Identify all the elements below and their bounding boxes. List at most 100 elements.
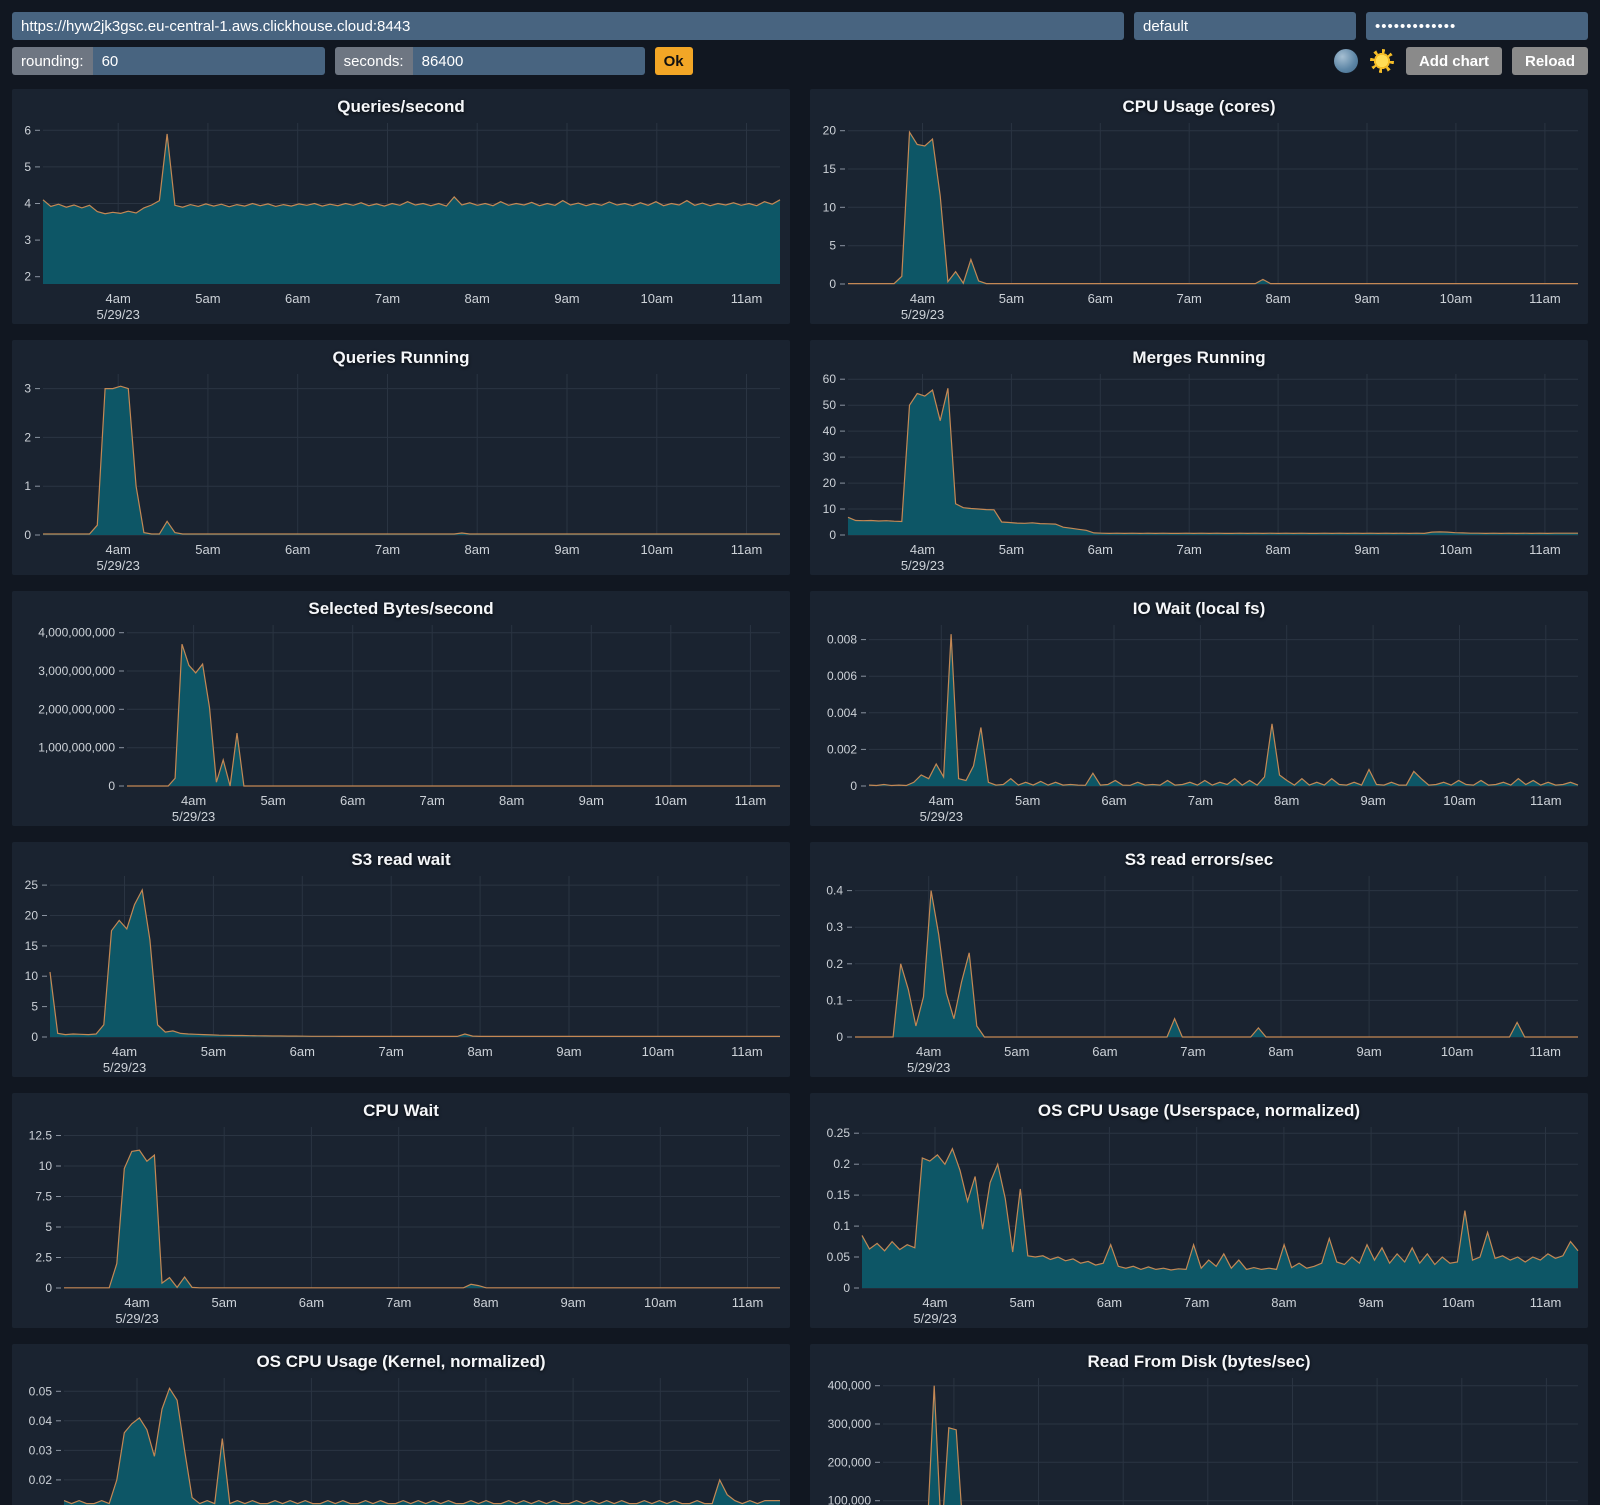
svg-text:0: 0 xyxy=(850,779,857,793)
svg-text:11am: 11am xyxy=(731,291,763,306)
svg-text:6am: 6am xyxy=(1092,1044,1117,1059)
svg-text:4am: 4am xyxy=(916,1044,941,1059)
svg-text:3,000,000,000: 3,000,000,000 xyxy=(38,664,115,678)
svg-text:5am: 5am xyxy=(260,793,285,808)
svg-text:0.1: 0.1 xyxy=(833,1219,850,1233)
topbar: rounding: seconds: Ok Add chart Reload xyxy=(0,0,1600,75)
svg-text:0.4: 0.4 xyxy=(826,884,843,898)
svg-text:10am: 10am xyxy=(641,542,674,557)
svg-text:10am: 10am xyxy=(642,1044,675,1059)
svg-text:20: 20 xyxy=(25,909,39,923)
svg-text:10: 10 xyxy=(39,1159,53,1173)
svg-text:11am: 11am xyxy=(1529,1044,1561,1059)
svg-text:8am: 8am xyxy=(1274,793,1299,808)
svg-text:25: 25 xyxy=(25,878,39,892)
svg-text:100,000: 100,000 xyxy=(828,1494,872,1505)
light-theme-button[interactable] xyxy=(1369,48,1396,74)
svg-text:5am: 5am xyxy=(999,291,1024,306)
svg-text:9am: 9am xyxy=(1360,793,1385,808)
svg-text:11am: 11am xyxy=(731,1044,763,1059)
svg-text:0: 0 xyxy=(829,528,836,542)
svg-text:15: 15 xyxy=(823,162,837,176)
url-input[interactable] xyxy=(12,12,1124,40)
svg-text:5/29/23: 5/29/23 xyxy=(115,1311,158,1326)
svg-text:4am: 4am xyxy=(106,542,131,557)
chart-panel: 0 1 2 3 4am 5/29/23 5am 6am 7am 8am 9am 10am 11am Que… xyxy=(12,340,790,575)
seconds-field: seconds: xyxy=(334,47,645,75)
connection-row xyxy=(12,12,1588,40)
svg-text:4am: 4am xyxy=(181,793,206,808)
svg-text:5/29/23: 5/29/23 xyxy=(172,809,215,824)
svg-text:0.2: 0.2 xyxy=(833,1157,850,1171)
svg-text:9am: 9am xyxy=(1358,1295,1383,1310)
svg-text:4am: 4am xyxy=(124,1295,149,1310)
svg-text:10: 10 xyxy=(823,502,837,516)
svg-text:7am: 7am xyxy=(386,1295,411,1310)
svg-text:5am: 5am xyxy=(999,542,1024,557)
svg-text:5am: 5am xyxy=(195,542,220,557)
chart-panel: 0 10 20 30 40 50 60 4am 5/29/23 5am 6am 7am 8am 9am 10… xyxy=(810,340,1588,575)
svg-text:7am: 7am xyxy=(375,542,400,557)
svg-text:6am: 6am xyxy=(299,1295,324,1310)
svg-text:3: 3 xyxy=(24,233,31,247)
svg-text:11am: 11am xyxy=(1530,793,1562,808)
svg-text:9am: 9am xyxy=(554,291,579,306)
svg-text:200,000: 200,000 xyxy=(828,1455,872,1469)
svg-text:6am: 6am xyxy=(1088,542,1113,557)
user-input[interactable] xyxy=(1134,12,1356,40)
svg-text:9am: 9am xyxy=(1356,1044,1381,1059)
seconds-input[interactable] xyxy=(412,47,645,75)
svg-text:2,000,000,000: 2,000,000,000 xyxy=(38,702,115,716)
svg-text:0: 0 xyxy=(843,1281,850,1295)
rounding-field: rounding: xyxy=(12,47,325,75)
svg-text:0.004: 0.004 xyxy=(827,706,857,720)
svg-text:7.5: 7.5 xyxy=(35,1190,52,1204)
svg-text:0.04: 0.04 xyxy=(29,1414,53,1428)
svg-text:8am: 8am xyxy=(467,1044,492,1059)
svg-text:7am: 7am xyxy=(375,291,400,306)
svg-text:7am: 7am xyxy=(1177,542,1202,557)
svg-text:4am: 4am xyxy=(910,291,935,306)
rounding-input[interactable] xyxy=(92,47,325,75)
svg-text:10am: 10am xyxy=(1440,291,1473,306)
svg-text:0.002: 0.002 xyxy=(827,742,857,756)
svg-text:10am: 10am xyxy=(655,793,688,808)
svg-text:4am: 4am xyxy=(910,542,935,557)
controls-row: rounding: seconds: Ok Add chart Reload xyxy=(12,47,1588,75)
svg-text:6am: 6am xyxy=(1097,1295,1122,1310)
svg-text:5: 5 xyxy=(24,160,31,174)
add-chart-button[interactable]: Add chart xyxy=(1405,47,1502,75)
password-input[interactable] xyxy=(1366,12,1588,40)
svg-text:0: 0 xyxy=(836,1030,843,1044)
dark-theme-button[interactable] xyxy=(1333,48,1360,74)
svg-text:40: 40 xyxy=(823,424,837,438)
svg-text:5am: 5am xyxy=(1004,1044,1029,1059)
charts-grid: 2 3 4 5 6 4am 5/29/23 5am 6am 7am 8am 9am 10am 11am Qu… xyxy=(0,75,1600,1505)
svg-text:10am: 10am xyxy=(641,291,674,306)
svg-text:8am: 8am xyxy=(1265,291,1290,306)
svg-text:5am: 5am xyxy=(1015,793,1040,808)
svg-text:15: 15 xyxy=(25,939,39,953)
svg-text:0.03: 0.03 xyxy=(29,1443,53,1457)
svg-text:0.02: 0.02 xyxy=(29,1473,53,1487)
svg-text:9am: 9am xyxy=(556,1044,581,1059)
svg-text:8am: 8am xyxy=(465,542,490,557)
chart-panel: 2 3 4 5 6 4am 5/29/23 5am 6am 7am 8am 9am 10am 11am Qu… xyxy=(12,89,790,324)
reload-button[interactable]: Reload xyxy=(1511,47,1588,75)
rounding-label: rounding: xyxy=(12,47,93,75)
svg-text:0.006: 0.006 xyxy=(827,669,857,683)
chart-panel: 00.010.020.030.040.054am5/29/235am6am7am… xyxy=(12,1344,790,1505)
svg-text:11am: 11am xyxy=(735,793,767,808)
svg-text:9am: 9am xyxy=(1354,542,1379,557)
svg-text:5/29/23: 5/29/23 xyxy=(913,1311,956,1326)
svg-text:11am: 11am xyxy=(1530,1295,1562,1310)
ok-button[interactable]: Ok xyxy=(654,47,693,75)
svg-text:9am: 9am xyxy=(579,793,604,808)
svg-text:0: 0 xyxy=(31,1030,38,1044)
svg-text:5/29/23: 5/29/23 xyxy=(97,558,140,573)
